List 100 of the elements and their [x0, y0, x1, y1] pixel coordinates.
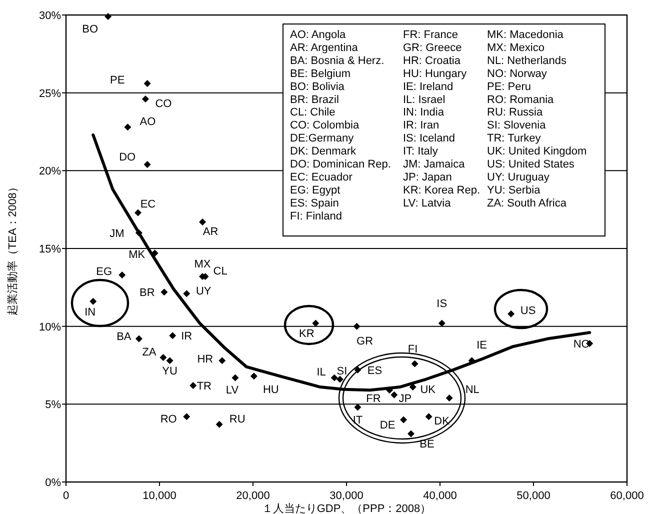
annotation: FR: France: [403, 29, 458, 41]
series-label: ES: [367, 364, 382, 377]
series-label: FI: [408, 344, 418, 356]
series-label: UK: [420, 384, 436, 396]
annotation: RO: Romania: [487, 94, 555, 106]
x-tick-label: 30,000: [330, 490, 364, 502]
y-tick-label: 0%: [45, 477, 62, 489]
x-tick-label: 60,000: [610, 490, 644, 502]
series-label: US: [520, 304, 536, 317]
series-label: HU: [262, 384, 279, 396]
y-tick-label: 25%: [38, 88, 62, 100]
y-axis-title: 起業活動率（TEA：2008）: [6, 182, 19, 316]
point: [411, 360, 418, 368]
annotation: CO: Colombia: [290, 120, 360, 132]
point: [199, 218, 206, 226]
annotation: MK: Macedonia: [487, 29, 564, 41]
series-label: NL: [465, 384, 480, 396]
x-tick-label: 0: [62, 490, 70, 502]
series-label: JM: [110, 228, 124, 240]
annotation: IS: Iceland: [403, 132, 455, 145]
annotation: JM: Jamaica: [403, 158, 466, 170]
point: [144, 160, 151, 168]
annotation: BR: Brazil: [290, 94, 339, 106]
series-label: IL: [316, 366, 326, 379]
point: [160, 288, 168, 296]
series-label: BA: [116, 330, 132, 343]
annotation: CL: Chile: [290, 106, 336, 119]
point: [166, 357, 174, 364]
annotation: EC: Ecuador: [290, 171, 353, 184]
series-label: DK: [434, 416, 450, 428]
point: [90, 298, 97, 305]
series-label: BO: [82, 24, 98, 36]
annotation: HR: Croatia: [403, 54, 462, 67]
point: [353, 322, 360, 330]
point: [386, 386, 394, 394]
point: [151, 250, 158, 257]
series-label: BR: [140, 287, 155, 300]
annotation: NL: Netherlands: [487, 54, 567, 67]
annotation: UK: United Kingdom: [487, 146, 587, 158]
annotation: IN: India: [403, 106, 445, 119]
series-label: CO: [155, 98, 172, 110]
y-tick-label: 30%: [38, 10, 62, 22]
point: [508, 310, 515, 318]
point: [336, 376, 344, 383]
y-tick-label: 10%: [38, 321, 62, 334]
point: [160, 354, 167, 361]
x-axis-title: １人当たりGDP、（PPP：2008）: [262, 503, 432, 514]
series-label: PE: [110, 74, 125, 86]
annotation: HU: Hungary: [403, 68, 468, 80]
annotation: DO: Dominican Rep.: [290, 158, 391, 170]
series-label: AO: [140, 116, 156, 128]
annotation: UY: Uruguay: [487, 171, 550, 184]
annotation: IE: Ireland: [403, 80, 454, 93]
annotation: MX: Mexico: [487, 42, 544, 54]
annotation: JP: Japan: [403, 171, 452, 184]
series-label: MX: [194, 258, 212, 271]
annotation: FI: Finland: [290, 210, 342, 222]
point: [438, 320, 446, 327]
series-label: SI: [336, 365, 348, 378]
annotation: ZA: South Africa: [487, 197, 568, 210]
point: [134, 209, 142, 216]
series-label: AR: [202, 226, 218, 238]
point: [169, 332, 176, 340]
point: [354, 404, 362, 411]
annotation: AO: Angola: [290, 29, 347, 41]
annotation: NO: Norway: [487, 68, 548, 80]
x-tick-label: 20,000: [236, 490, 270, 502]
annotation: ES: Spain: [290, 197, 339, 210]
series-label: RU: [229, 413, 246, 426]
point: [190, 382, 197, 389]
annotation: KR: Korea Rep.: [403, 184, 480, 196]
series-label: MK: [128, 249, 146, 262]
point: [218, 357, 226, 364]
point: [232, 374, 239, 382]
series-label: IN: [84, 306, 96, 318]
annotation: SI: Slovenia: [487, 120, 547, 132]
point: [216, 420, 223, 428]
point: [400, 416, 408, 424]
point: [135, 335, 142, 342]
series-label: ZA: [142, 346, 157, 358]
y-tick-label: 5%: [45, 399, 62, 412]
annotation: IT: Italy: [403, 146, 438, 158]
series-label: IR: [181, 330, 192, 343]
series-label: FR: [366, 393, 381, 406]
annotation: PE: Peru: [487, 80, 532, 93]
annotation: IR: Iran: [403, 120, 440, 132]
series-label: GR: [356, 335, 374, 348]
point: [390, 391, 398, 398]
series-label: IE: [476, 340, 487, 352]
annotation: DE:Germany: [290, 132, 354, 145]
point: [124, 124, 132, 131]
annotation: LV: Latvia: [403, 197, 452, 210]
annotation: US: United States: [487, 158, 575, 170]
x-tick-label: 50,000: [516, 490, 550, 502]
annotation: AR: Argentina: [290, 42, 359, 54]
annotation: TR: Turkey: [487, 132, 542, 145]
annotation: GR: Greece: [403, 42, 462, 54]
point: [183, 413, 190, 420]
series-label: CL: [213, 266, 228, 278]
annotation: BO: Bolivia: [290, 80, 346, 93]
